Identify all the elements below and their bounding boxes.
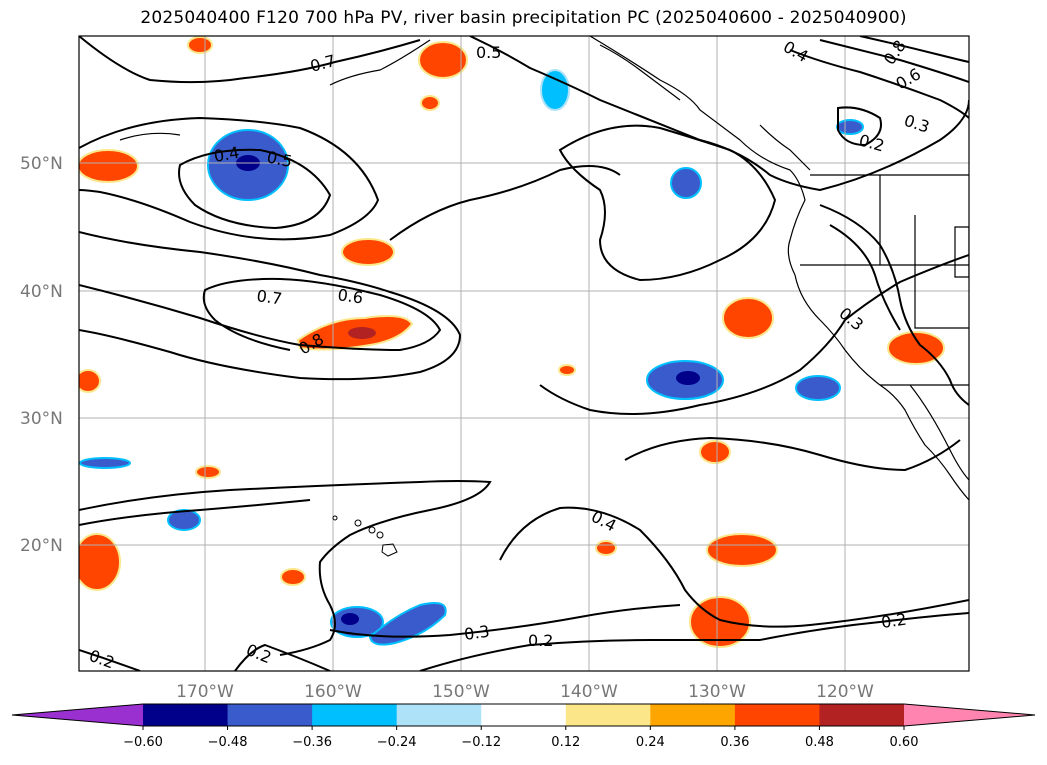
colorbar-segment — [650, 704, 736, 726]
precip-neg-blob — [167, 509, 201, 531]
colorbar-tick-label: −0.60 — [123, 735, 163, 750]
lon-label: 120°W — [816, 682, 874, 702]
precip-pos-core — [348, 327, 376, 339]
precip-pos-blob — [187, 36, 213, 54]
colorbar-extension-min — [12, 704, 143, 726]
colorbar-segment — [734, 704, 820, 726]
lat-label: 40°N — [20, 282, 63, 302]
precip-neg-blob — [795, 375, 841, 401]
precip-pos-blob — [699, 440, 731, 464]
contour-label: 0.5 — [265, 147, 294, 171]
colorbar-extension-max — [904, 704, 1035, 726]
colorbar-segment — [143, 704, 229, 726]
precip-neg-blob — [670, 167, 702, 199]
precip-pos-blob — [195, 465, 221, 479]
colorbar-segment — [227, 704, 313, 726]
contour-label: 0.4 — [212, 143, 240, 166]
precip-pos-blob — [420, 95, 440, 111]
precip-pos-blob — [79, 149, 139, 183]
precip-pos-blob — [887, 331, 945, 365]
colorbar-tick-label: 0.60 — [890, 735, 919, 750]
colorbar-segment — [565, 704, 651, 726]
lat-axis-labels: 50°N 40°N 30°N 20°N — [20, 154, 63, 556]
precip-pos-blob — [280, 568, 306, 586]
precip-pos-blob — [595, 540, 617, 556]
contour-label: 0.2 — [528, 631, 553, 650]
precip-pos-blob — [558, 364, 576, 376]
colorbar-segment — [312, 704, 398, 726]
precip-pos-blob — [341, 238, 395, 266]
contour-label: 0.2 — [880, 610, 908, 632]
lat-label: 50°N — [20, 154, 63, 174]
map-frame — [78, 35, 970, 672]
lon-label: 130°W — [688, 682, 746, 702]
colorbar-tick-label: −0.12 — [461, 735, 501, 750]
contour-label: 0.3 — [463, 622, 491, 644]
precip-pos-blob — [706, 533, 778, 567]
colorbar-segment — [481, 704, 567, 726]
coastlines — [119, 36, 969, 501]
colorbar-segment — [819, 704, 905, 726]
lat-label: 30°N — [20, 409, 63, 429]
colorbar-tick-label: 0.24 — [636, 735, 665, 750]
contour-label: 0.7 — [255, 286, 283, 308]
map-title: 2025040400 F120 700 hPa PV, river basin … — [140, 8, 907, 28]
contour-label: 0.5 — [476, 43, 501, 62]
precip-neg-blob — [368, 602, 447, 646]
colorbar-tick-label: 0.48 — [805, 735, 834, 750]
precip-neg-blob — [836, 119, 864, 135]
precip-pos-blob — [722, 297, 774, 339]
precip-pos-blob — [79, 533, 121, 591]
colorbar-tick-label: −0.36 — [292, 735, 332, 750]
precip-pos-blob — [79, 369, 101, 393]
colorbar-tick-label: −0.48 — [208, 735, 248, 750]
colorbar-segment — [396, 704, 482, 726]
colorbar-tick-label: 0.12 — [551, 735, 580, 750]
lon-label: 160°W — [304, 682, 362, 702]
lon-axis-labels: 170°W 160°W 150°W 140°W 130°W 120°W — [176, 682, 874, 702]
pv-contours — [79, 36, 969, 671]
colorbar-tick-label: −0.24 — [377, 735, 417, 750]
precip-pos-blob — [418, 41, 468, 79]
precip-neg-blob — [79, 457, 131, 469]
precip-neg-core — [676, 371, 700, 385]
colorbar: −0.60 −0.48 −0.36 −0.24 −0.12 0.12 0.24 0.36 0.4… — [11, 703, 1036, 750]
graticule — [79, 36, 969, 671]
precip-neg-core — [341, 613, 359, 625]
lat-label: 20°N — [20, 536, 63, 556]
lon-label: 170°W — [176, 682, 234, 702]
contour-label: 0.6 — [336, 285, 364, 307]
lon-label: 140°W — [560, 682, 618, 702]
precip-neg-blob — [540, 69, 570, 111]
colorbar-tick-label: 0.36 — [720, 735, 749, 750]
hawaii-islands — [332, 515, 398, 557]
lon-label: 150°W — [432, 682, 490, 702]
